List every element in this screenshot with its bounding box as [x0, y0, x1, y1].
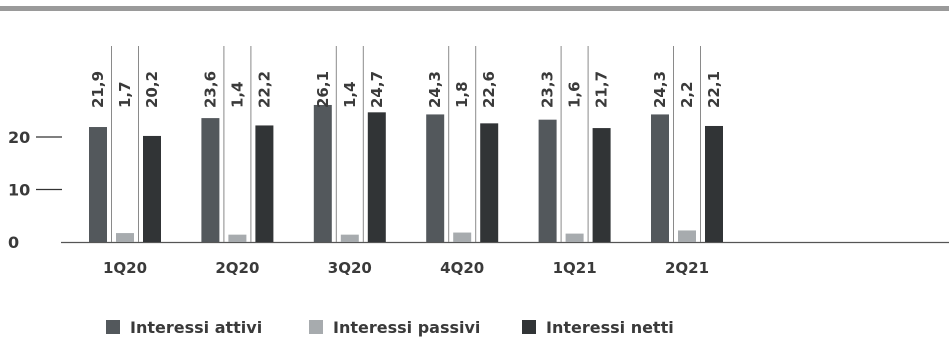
legend-item-interessi-passivi: Interessi passivi [309, 316, 480, 338]
data-label-interessi-netti-3q20: 24,7 [368, 71, 386, 108]
y-tick-label-10: 10 [8, 181, 30, 200]
data-label-interessi-attivi-1q21: 23,3 [539, 71, 557, 108]
data-label-interessi-netti-2q21: 22,1 [705, 71, 723, 108]
data-label-interessi-attivi-2q20: 23,6 [201, 71, 219, 108]
y-tick-label-0: 0 [8, 233, 19, 252]
bar-interessi-netti-1q20 [143, 135, 161, 242]
bar-interessi-passivi-2q20 [228, 234, 247, 242]
bar-interessi-passivi-4q20 [453, 232, 472, 242]
x-tick-label-3q20: 3Q20 [328, 259, 372, 277]
bar-interessi-attivi-2q20 [201, 118, 220, 242]
legend-swatch-interessi-attivi [106, 320, 120, 334]
bar-interessi-netti-2q20 [255, 125, 274, 242]
legend-swatch-interessi-passivi [309, 320, 323, 334]
data-label-interessi-passivi-3q20: 1,4 [341, 81, 359, 108]
legend-label: Interessi netti [546, 317, 674, 337]
bar-interessi-netti-3q20 [367, 112, 386, 242]
bar-interessi-attivi-4q20 [426, 114, 445, 242]
bar-interessi-attivi-1q21 [538, 119, 557, 242]
data-label-interessi-netti-4q20: 22,6 [480, 71, 498, 108]
bar-interessi-passivi-2q21 [678, 230, 696, 242]
bar-interessi-attivi-3q20 [313, 104, 332, 242]
bar-interessi-netti-2q21 [705, 125, 723, 242]
data-label-interessi-passivi-1q21: 1,6 [566, 81, 584, 108]
x-tick-label-1q21: 1Q21 [553, 259, 597, 277]
data-label-interessi-passivi-1q20: 1,7 [116, 81, 134, 108]
data-label-interessi-passivi-2q20: 1,4 [228, 81, 246, 108]
x-tick-label-4q20: 4Q20 [440, 259, 484, 277]
data-label-interessi-attivi-1q20: 21,9 [89, 71, 107, 108]
bar-interessi-netti-4q20 [480, 123, 499, 242]
data-label-interessi-passivi-2q21: 2,2 [678, 81, 696, 108]
top-rule [0, 6, 949, 11]
y-tick-label-20: 20 [8, 128, 30, 147]
data-label-interessi-passivi-4q20: 1,8 [453, 81, 471, 108]
data-label-interessi-netti-2q20: 22,2 [255, 71, 273, 108]
legend-label: Interessi attivi [130, 317, 263, 337]
x-tick-label-2q20: 2Q20 [215, 259, 259, 277]
bar-interessi-attivi-2q21 [651, 114, 669, 242]
bar-interessi-passivi-3q20 [340, 234, 359, 242]
data-label-interessi-attivi-3q20: 26,1 [314, 71, 332, 108]
legend-label: Interessi passivi [333, 317, 481, 337]
legend-swatch-interessi-netti [522, 320, 536, 334]
bar-interessi-passivi-1q21 [565, 233, 584, 242]
x-tick-label-1q20: 1Q20 [103, 259, 147, 277]
legend-item-interessi-netti: Interessi netti [522, 316, 674, 338]
bar-interessi-attivi-1q20 [89, 127, 107, 242]
legend-item-interessi-attivi: Interessi attivi [106, 316, 262, 338]
data-label-interessi-netti-1q20: 20,2 [143, 71, 161, 108]
data-label-interessi-attivi-2q21: 24,3 [651, 71, 669, 108]
data-label-interessi-netti-1q21: 21,7 [593, 71, 611, 108]
data-label-interessi-attivi-4q20: 24,3 [426, 71, 444, 108]
bar-interessi-netti-1q21 [592, 128, 611, 242]
x-tick-label-2q21: 2Q21 [665, 259, 709, 277]
bar-interessi-passivi-1q20 [116, 233, 134, 242]
